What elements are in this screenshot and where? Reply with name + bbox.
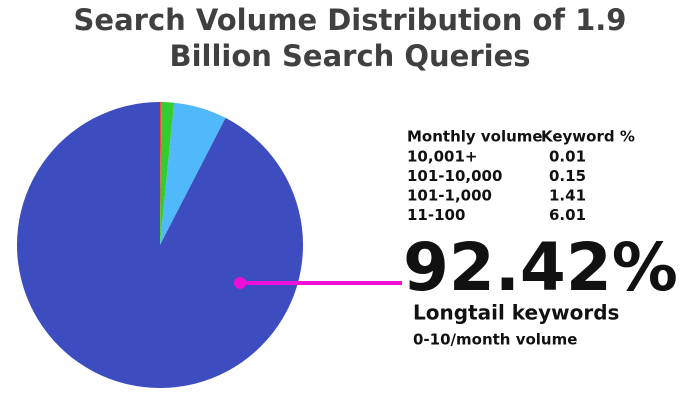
table-value: 0.01 <box>549 148 586 166</box>
table-value: 6.01 <box>549 206 586 224</box>
table-category: 101-1,000 <box>407 187 492 205</box>
pie-slice <box>160 102 226 245</box>
annotation: 0-10/month volume <box>413 331 577 349</box>
pointer-dot <box>234 277 246 289</box>
chart-title-text: Search Volume Distribution of 1.9 Billio… <box>73 3 627 73</box>
table-category: 11-100 <box>407 206 465 224</box>
pie-slice <box>16 102 304 389</box>
table-header: Keyword % <box>541 128 635 146</box>
table-category: 101-10,000 <box>407 167 502 185</box>
table-value: 0.15 <box>549 167 586 185</box>
pie <box>16 102 304 389</box>
table-header: Monthly volume <box>407 128 543 146</box>
big-value-label: 92.42% <box>403 229 678 306</box>
big-category-label: Longtail keywords <box>413 301 619 325</box>
table-value: 1.41 <box>549 187 586 205</box>
pie-slice <box>160 102 162 245</box>
chart-title: Search Volume Distribution of 1.9 Billio… <box>0 2 700 74</box>
pie-slice <box>160 102 175 245</box>
table-category: 10,001+ <box>407 148 477 166</box>
